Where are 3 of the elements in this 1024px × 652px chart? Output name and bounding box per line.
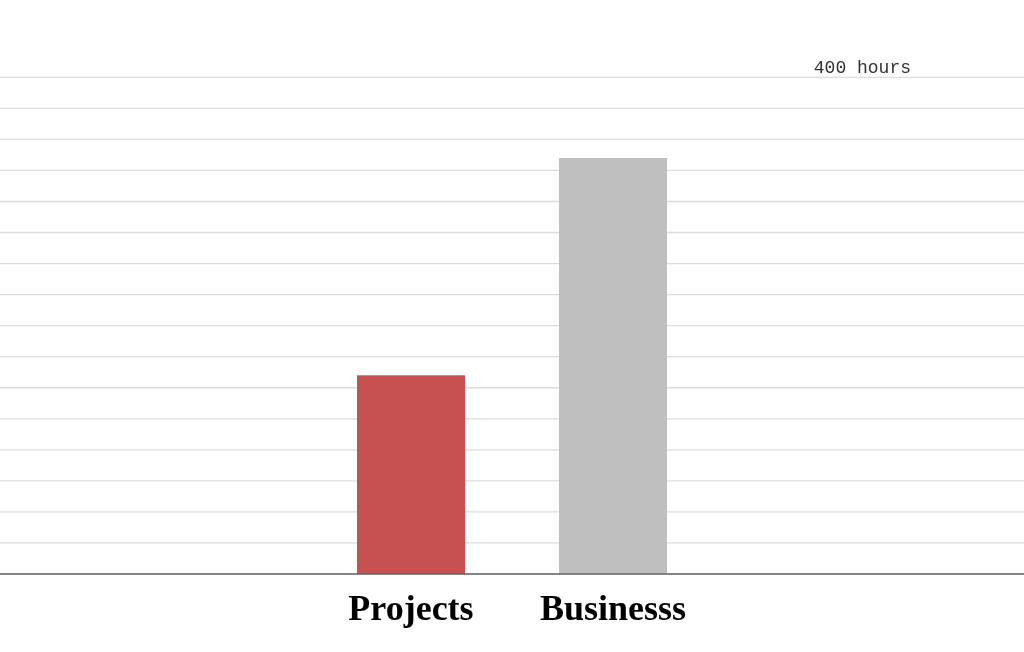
x-tick-label: Projects [348,588,474,628]
x-tick-label: Businesss [539,588,687,628]
y-tick-label: 400 hours [813,58,911,79]
